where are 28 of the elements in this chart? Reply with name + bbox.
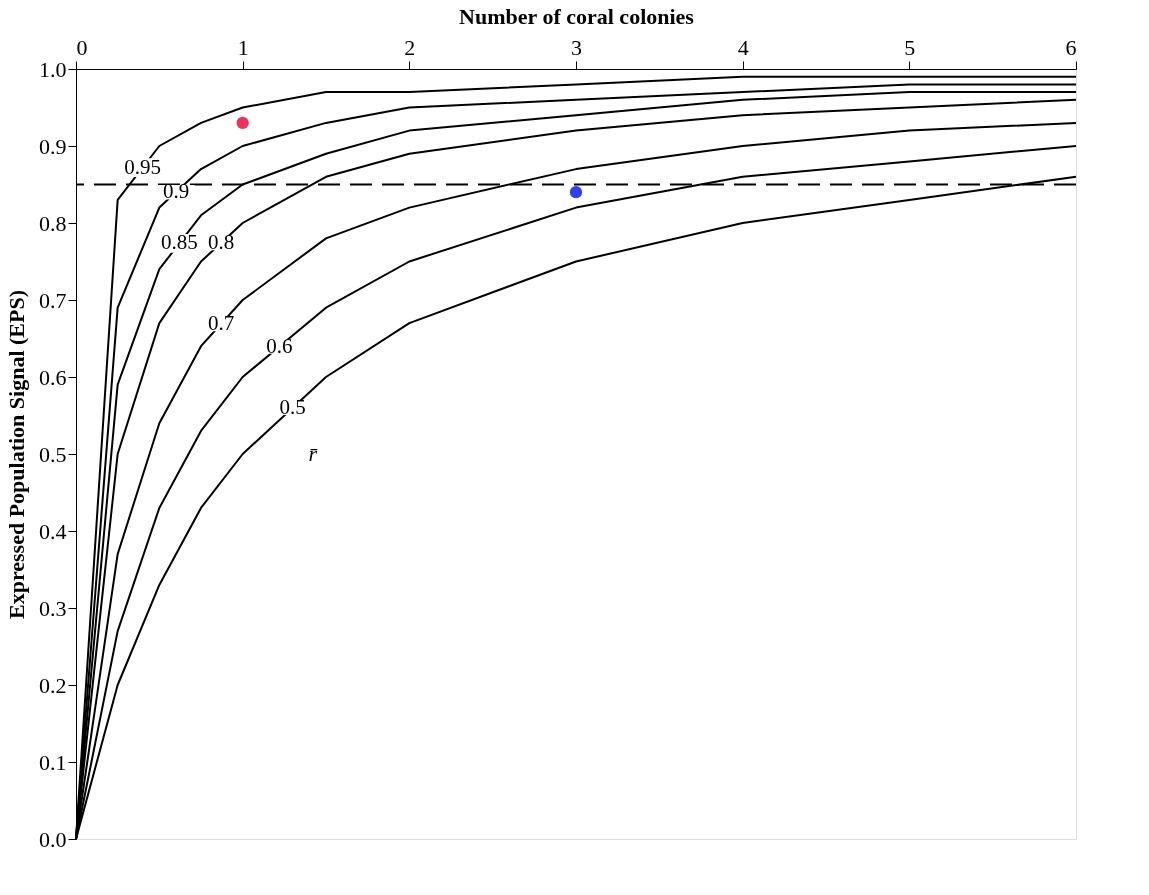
y-tick-label: 0.7 (39, 287, 67, 313)
y-tick-label: 0.9 (39, 133, 67, 159)
x-tick-label: 6 (1065, 34, 1077, 60)
x-tick-label: 2 (404, 34, 416, 60)
series-label: 0.6 (266, 333, 293, 358)
x-tick-label: 1 (237, 34, 249, 60)
series-label: 0.5 (279, 394, 306, 419)
y-tick-label: 0.5 (39, 441, 67, 467)
y-tick-label: 0.6 (39, 364, 67, 390)
y-axis-title: Expressed Population Signal (EPS) (4, 289, 29, 620)
series-label: 0.95 (124, 154, 162, 179)
x-axis-title: Number of coral colonies (459, 3, 695, 29)
series-label: 0.7 (207, 311, 235, 336)
y-tick-label: 0.8 (39, 210, 67, 236)
series-label: 0.85 (160, 230, 198, 255)
y-tick-label: 0.3 (39, 595, 67, 621)
y-tick-label: 1.0 (39, 56, 67, 82)
series-label: 0.8 (207, 230, 235, 255)
x-tick-label: 5 (904, 34, 916, 60)
x-tick-label: 4 (737, 34, 749, 60)
y-tick-label: 0.2 (39, 672, 67, 698)
series-label: 0.9 (162, 179, 190, 204)
y-tick-label: 0.0 (39, 826, 67, 852)
annotation: r̄ (308, 441, 319, 466)
y-tick-label: 0.1 (39, 749, 67, 775)
y-tick-label: 0.4 (39, 518, 67, 544)
x-tick-label: 3 (571, 34, 582, 60)
x-tick-label: 0 (76, 34, 88, 60)
